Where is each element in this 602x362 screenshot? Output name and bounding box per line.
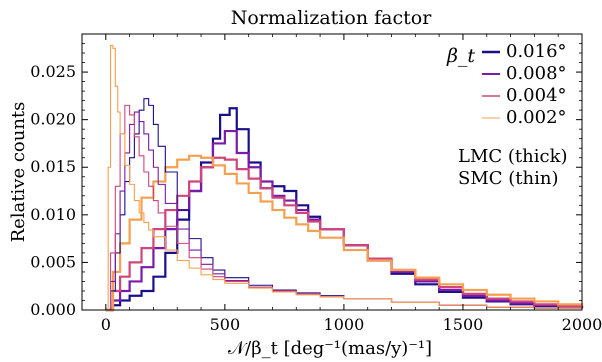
- y-axis-label: Relative counts: [8, 102, 29, 243]
- legend-annotation-smc: SMC (thin): [458, 168, 558, 189]
- x-tick-label: 0: [101, 315, 111, 334]
- legend-entry-label: 0.002°: [506, 107, 567, 128]
- series-layer: [105, 44, 584, 312]
- legend-entries: 0.016°0.008°0.004°0.002°: [482, 41, 567, 128]
- y-tick-label: 0.000: [30, 300, 76, 319]
- series-line-lmc-3: [105, 154, 584, 312]
- y-tick-label: 0.015: [30, 157, 76, 176]
- legend-annotation-lmc: LMC (thick): [458, 146, 568, 167]
- x-tick-label: 2000: [562, 315, 602, 334]
- y-tick-label: 0.010: [30, 205, 76, 224]
- ticks-layer: 0 500 1000 1500 2000 0.000 0.005 0.010 0.015 0.02…: [30, 34, 602, 334]
- y-tick-label: 0.005: [30, 252, 76, 271]
- series-line-smc-5: [105, 111, 583, 311]
- plot-frame: [81, 33, 583, 311]
- legend-entry-label: 0.016°: [506, 41, 567, 62]
- x-tick-label: 500: [210, 315, 241, 334]
- x-axis-label: 𝒩/β_t [deg⁻¹(mas/y)⁻¹]: [228, 338, 432, 359]
- legend-entry-label: 0.004°: [506, 85, 567, 106]
- chart-title: Normalization factor: [231, 7, 432, 29]
- y-tick-label: 0.025: [30, 62, 76, 81]
- y-tick-label: 0.020: [30, 110, 76, 129]
- series-line-lmc-2: [105, 156, 584, 312]
- legend: β_t 0.016°0.008°0.004°0.002° LMC (thick)…: [446, 41, 568, 189]
- legend-title: β_t: [446, 45, 475, 67]
- x-tick-label: 1500: [443, 315, 484, 334]
- x-tick-label: 1000: [324, 315, 365, 334]
- legend-entry-label: 0.008°: [506, 63, 567, 84]
- series-line-smc-7: [105, 44, 583, 311]
